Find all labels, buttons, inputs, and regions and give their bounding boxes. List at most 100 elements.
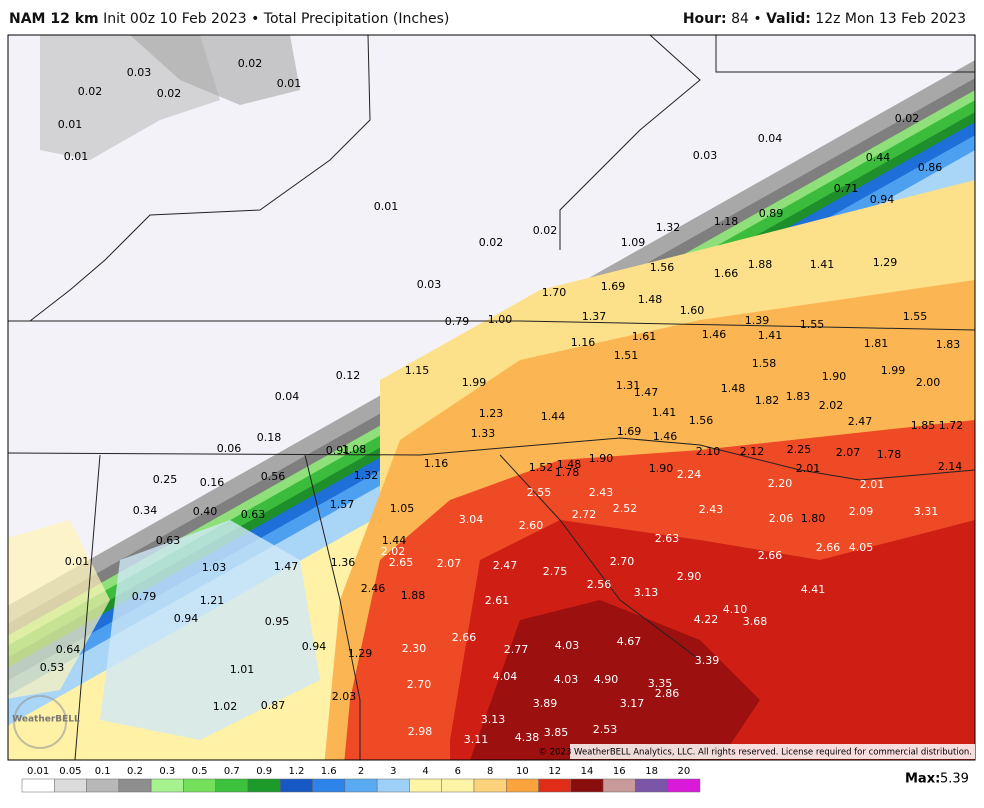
precip-value: 1.47 (634, 386, 659, 399)
colorbar-swatch (312, 778, 346, 793)
precip-value: 2.66 (758, 549, 783, 562)
colorbar-swatch (54, 778, 87, 793)
precip-value: 0.06 (217, 442, 242, 455)
state-border (304, 454, 361, 760)
value-labels: 0.03 0.02 0.02 0.02 0.01 0.01 0.01 0.04 0.02 0.03… (40, 57, 964, 746)
precip-value: 2.47 (848, 415, 873, 428)
precip-value: 1.41 (810, 258, 835, 271)
precip-value: 1.18 (714, 215, 739, 228)
precip-value: 1.60 (680, 304, 705, 317)
precip-value: 1.08 (342, 443, 367, 456)
precip-value: 1.66 (714, 267, 739, 280)
precip-value: 2.00 (916, 376, 941, 389)
colorbar: 0.01 0.05 0.1 0.2 0.3 0.5 0.7 0.9 1.2 1.6 2 3 4 6 8 10 1… (21, 766, 701, 793)
init: Init 00z 10 Feb 2023 • Total Precipitati… (103, 11, 450, 27)
precip-value: 0.03 (417, 278, 442, 291)
precip-value: 0.87 (261, 699, 286, 712)
precip-value: 0.95 (265, 615, 290, 628)
precip-value: 0.94 (174, 612, 199, 625)
precip-value: 0.44 (866, 151, 891, 164)
precip-value: 1.47 (274, 560, 299, 573)
max-label: Max: (905, 772, 940, 787)
precip-value: 2.86 (655, 687, 680, 700)
precip-value: 0.71 (834, 182, 859, 195)
precip-value: 2.20 (768, 477, 793, 490)
precip-value: 2.70 (610, 555, 635, 568)
precip-value: 4.90 (594, 673, 619, 686)
precip-value: 1.56 (650, 261, 675, 274)
colorbar-swatch (344, 778, 378, 793)
precip-value: 3.17 (620, 697, 645, 710)
precip-value: 1.48 (638, 293, 663, 306)
precip-value: 2.24 (677, 468, 702, 481)
precip-value: 3.89 (533, 697, 558, 710)
precip-value: 2.63 (655, 532, 680, 545)
precip-value: 1.70 (542, 286, 567, 299)
precip-value: 1.83 (936, 338, 961, 351)
colorbar-label: 14 (581, 766, 594, 777)
colorbar-label: 8 (487, 766, 493, 777)
valid-label: Valid: (766, 11, 811, 27)
precip-value: 1.99 (881, 364, 906, 377)
colorbar-swatch (506, 778, 539, 793)
precip-value: 0.02 (157, 87, 182, 100)
precip-value: 1.16 (571, 336, 596, 349)
state-border (715, 35, 975, 73)
precip-value: 1.61 (632, 330, 657, 343)
precip-value: 1.55 (903, 310, 928, 323)
precip-value: 0.01 (374, 200, 399, 213)
colorbar-swatch (376, 778, 410, 793)
colorbar-swatch (215, 778, 249, 793)
precip-value: 1.69 (601, 280, 626, 293)
precip-value: 0.03 (127, 66, 152, 79)
logo-globe (13, 695, 67, 749)
precip-value: 1.44 (382, 534, 407, 547)
colorbar-swatch (118, 778, 152, 793)
precip-value: 1.83 (786, 390, 811, 403)
colorbar-swatch (667, 778, 701, 793)
precip-value: 1.36 (331, 556, 356, 569)
state-border (499, 454, 701, 661)
precip-value: 0.94 (870, 193, 895, 206)
precip-value: 1.58 (752, 357, 777, 370)
valid: 12z Mon 13 Feb 2023 (815, 11, 966, 27)
precip-value: 0.91 (326, 444, 351, 457)
precip-value: 4.38 (515, 731, 540, 744)
precip-value: 0.56 (261, 470, 286, 483)
precip-value: 2.66 (452, 631, 477, 644)
colorbar-swatch (280, 778, 313, 793)
precip-value: 1.88 (401, 589, 426, 602)
precip-value: 1.90 (822, 370, 847, 383)
precip-value: 0.34 (133, 504, 158, 517)
precip-value: 2.02 (381, 545, 406, 558)
precip-value: 0.63 (241, 508, 266, 521)
precip-value: 1.31 (616, 379, 641, 392)
precip-value: 2.56 (587, 578, 612, 591)
precip-value: 2.07 (437, 557, 462, 570)
precip-value: 1.21 (200, 594, 225, 607)
colorbar-label: 0.7 (224, 766, 240, 777)
colorbar-swatch (150, 778, 184, 793)
colorbar-swatch (86, 778, 120, 793)
precip-value: 0.02 (78, 85, 103, 98)
precip-value: 2.30 (402, 642, 427, 655)
precip-value: 2.72 (572, 508, 597, 521)
precip-value: 0.79 (132, 590, 157, 603)
colorbar-label: 2 (358, 766, 364, 777)
precip-value: 0.01 (64, 150, 89, 163)
precip-value: 0.04 (275, 390, 300, 403)
colorbar-label: 1.2 (288, 766, 304, 777)
precip-value: 0.89 (759, 207, 784, 220)
precip-area (8, 520, 110, 699)
precip-value: 1.05 (390, 502, 415, 515)
precip-value: 1.44 (541, 410, 566, 423)
precip-value: 2.03 (332, 690, 357, 703)
precip-value: 1.15 (405, 364, 430, 377)
state-border (29, 35, 371, 322)
colorbar-swatch (183, 778, 216, 793)
colorbar-label: 0.5 (192, 766, 208, 777)
colorbar-label: 0.01 (27, 766, 49, 777)
colorbar-label: 0.2 (127, 766, 143, 777)
precip-value: 1.51 (614, 349, 639, 362)
